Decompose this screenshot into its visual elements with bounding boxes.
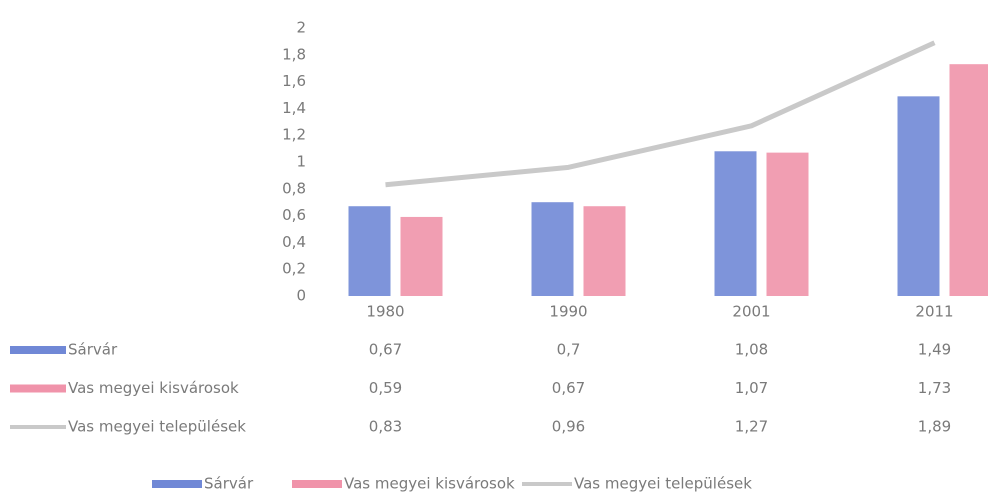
legend-key xyxy=(292,480,342,488)
bar xyxy=(949,64,988,297)
y-tick-label: 1,4 xyxy=(282,99,306,117)
table-value: 1,08 xyxy=(735,341,768,359)
y-tick-label: 0,4 xyxy=(282,233,306,251)
legend-label: Vas megyei kisvárosok xyxy=(344,475,515,493)
table-value: 0,83 xyxy=(369,418,402,436)
y-tick-label: 0 xyxy=(296,287,306,305)
table-value: 1,89 xyxy=(918,418,951,436)
bar xyxy=(897,96,940,296)
bar xyxy=(400,216,443,296)
table-value: 0,96 xyxy=(552,418,585,436)
x-tick-label: 2011 xyxy=(915,303,953,321)
table-row-label: Vas megyei kisvárosok xyxy=(68,379,239,397)
y-tick-label: 0,6 xyxy=(282,206,306,224)
y-tick-label: 0,8 xyxy=(282,179,306,197)
x-tick-label: 1990 xyxy=(549,303,587,321)
bar xyxy=(766,152,809,296)
y-tick-label: 1,8 xyxy=(282,45,306,63)
table-value: 1,73 xyxy=(918,379,951,397)
y-tick-label: 1,2 xyxy=(282,126,306,144)
line-series xyxy=(385,40,936,188)
table-value: 0,67 xyxy=(552,379,585,397)
table-value: 0,67 xyxy=(369,341,402,359)
y-tick-label: 1 xyxy=(296,153,306,171)
bar xyxy=(714,151,757,296)
legend-label: Sárvár xyxy=(204,475,254,493)
table-value: 1,07 xyxy=(735,379,768,397)
table-row-label: Sárvár xyxy=(68,341,118,359)
legend-key xyxy=(152,480,202,488)
y-tick-label: 2 xyxy=(296,19,306,37)
y-tick-label: 0,2 xyxy=(282,260,306,278)
table-value: 0,7 xyxy=(557,341,581,359)
table-row-label: Vas megyei települések xyxy=(68,418,246,436)
table-value: 0,59 xyxy=(369,379,402,397)
legend-key xyxy=(10,384,66,393)
x-tick-label: 2001 xyxy=(732,303,770,321)
bar xyxy=(531,202,574,296)
legend-label: Vas megyei települések xyxy=(574,475,752,493)
bar xyxy=(348,206,391,296)
legend-key xyxy=(10,346,66,354)
x-tick-label: 1980 xyxy=(366,303,404,321)
table-value: 1,49 xyxy=(918,341,951,359)
y-tick-label: 1,6 xyxy=(282,72,306,90)
table-value: 1,27 xyxy=(735,418,768,436)
bar xyxy=(583,206,626,296)
